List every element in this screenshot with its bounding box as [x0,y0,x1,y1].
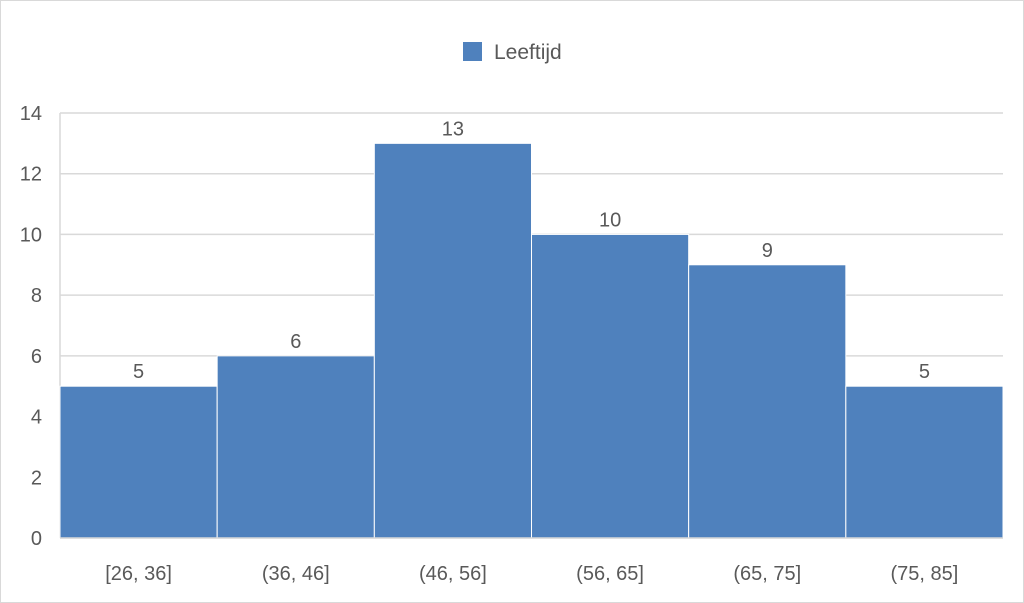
data-label: 9 [762,240,773,262]
y-tick-label: 10 [20,224,42,246]
data-label: 13 [442,118,464,140]
y-tick-label: 6 [31,346,42,368]
y-tick-label: 8 [31,285,42,307]
bar [216,355,375,539]
x-tick-label: [26, 36] [105,563,172,585]
legend-swatch [463,42,482,61]
x-tick-label: (36, 46] [262,563,330,585]
bar [373,142,533,539]
data-label: 5 [133,361,144,383]
data-label: 5 [919,361,930,383]
y-tick-label: 0 [31,528,42,550]
data-label: 10 [599,209,621,231]
bar [688,264,847,539]
bar [59,385,218,539]
y-tick-label: 2 [31,467,42,489]
x-tick-label: (56, 65] [576,563,644,585]
x-tick-label: (46, 56] [419,563,487,585]
data-label: 6 [290,331,301,353]
y-tick-label: 14 [20,103,42,125]
bar [531,233,690,539]
x-tick-label: (75, 85] [891,563,959,585]
y-tick-label: 12 [20,164,42,186]
x-tick-label: (65, 75] [733,563,801,585]
y-tick-label: 4 [31,407,42,429]
bar [845,385,1004,539]
legend-label: Leeftijd [494,41,562,64]
